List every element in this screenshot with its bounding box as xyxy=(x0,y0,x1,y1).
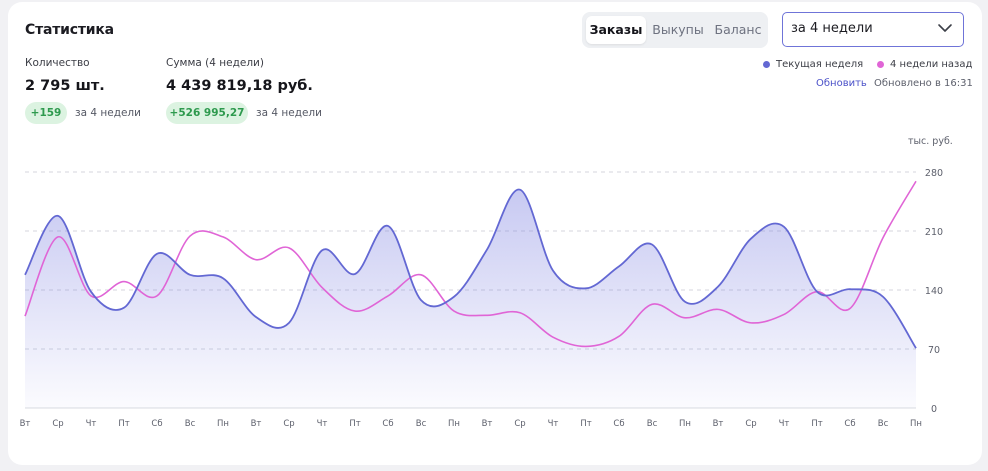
quantity-delta-badge: +159 xyxy=(25,102,67,124)
x-tick-label: Вт xyxy=(251,419,262,429)
x-tick-label: Вт xyxy=(20,419,31,429)
legend-item-current: Текущая неделя xyxy=(763,59,863,70)
period-select[interactable]: за 4 недели xyxy=(782,12,964,47)
chevron-down-icon xyxy=(938,24,952,32)
legend-dot-previous xyxy=(877,61,884,68)
x-tick-label: Пн xyxy=(217,419,229,429)
x-tick-label: Пн xyxy=(448,419,460,429)
x-tick-label: Вт xyxy=(482,419,493,429)
legend-label-current: Текущая неделя xyxy=(776,59,864,70)
x-tick-label: Сб xyxy=(382,419,393,429)
x-tick-label: Чт xyxy=(86,419,97,429)
sum-delta-badge: +526 995,27 xyxy=(166,102,248,124)
x-tick-label: Сб xyxy=(613,419,624,429)
y-unit-label: тыс. руб. xyxy=(908,136,953,147)
x-tick-label: Пн xyxy=(679,419,691,429)
x-tick-label: Вс xyxy=(416,419,427,429)
x-tick-label: Вт xyxy=(713,419,724,429)
series-current-area xyxy=(25,189,916,408)
tab-orders[interactable]: Заказы xyxy=(586,16,646,44)
x-tick-label: Чт xyxy=(548,419,559,429)
tab-balance[interactable]: Баланс xyxy=(714,22,762,37)
sum-label: Сумма (4 недели) xyxy=(166,57,264,69)
x-tick-label: Вс xyxy=(878,419,889,429)
x-tick-label: Вс xyxy=(647,419,658,429)
metric-tabs: Заказы Выкупы Баланс xyxy=(582,12,768,48)
y-tick-label: 140 xyxy=(925,286,943,297)
legend-dot-current xyxy=(763,61,770,68)
x-tick-label: Пт xyxy=(349,419,360,429)
statistics-card: Статистика Заказы Выкупы Баланс за 4 нед… xyxy=(8,2,982,465)
y-tick-label: 210 xyxy=(925,227,943,238)
quantity-value: 2 795 шт. xyxy=(25,78,105,94)
x-tick-label: Пн xyxy=(910,419,922,429)
orders-chart: 0 70 140 210 280 Вт Ср Чт Пт Сб Вс Пн Вт Ср Чт Пт Сб Вс Пн… xyxy=(20,168,943,429)
x-tick-label: Сб xyxy=(844,419,855,429)
y-tick-label: 70 xyxy=(928,345,940,356)
x-tick-label: Пт xyxy=(118,419,129,429)
x-tick-label: Ср xyxy=(514,419,525,429)
y-tick-label: 280 xyxy=(925,168,943,179)
x-tick-label: Пт xyxy=(580,419,591,429)
x-tick-label: Ср xyxy=(283,419,294,429)
tab-buyouts[interactable]: Выкупы xyxy=(652,22,704,37)
page-title: Статистика xyxy=(25,22,114,38)
period-select-value: за 4 недели xyxy=(791,21,873,36)
x-tick-label: Ср xyxy=(745,419,756,429)
x-tick-label: Вс xyxy=(185,419,196,429)
quantity-label: Количество xyxy=(25,57,90,69)
legend-label-previous: 4 недели назад xyxy=(890,59,973,70)
series-current-line xyxy=(24,188,917,349)
series-previous-line xyxy=(24,180,917,348)
y-tick-label: 0 xyxy=(931,404,937,415)
refresh-link[interactable]: Обновить xyxy=(816,78,867,89)
sum-value: 4 439 819,18 руб. xyxy=(166,78,313,94)
x-tick-label: Ср xyxy=(52,419,63,429)
x-tick-label: Сб xyxy=(151,419,162,429)
legend-item-previous: 4 недели назад xyxy=(877,59,972,70)
x-tick-label: Чт xyxy=(779,419,790,429)
updated-time: Обновлено в 16:31 xyxy=(874,78,973,89)
sum-delta-note: за 4 недели xyxy=(256,107,322,119)
x-tick-label: Пт xyxy=(811,419,822,429)
x-tick-label: Чт xyxy=(317,419,328,429)
quantity-delta-note: за 4 недели xyxy=(75,107,141,119)
